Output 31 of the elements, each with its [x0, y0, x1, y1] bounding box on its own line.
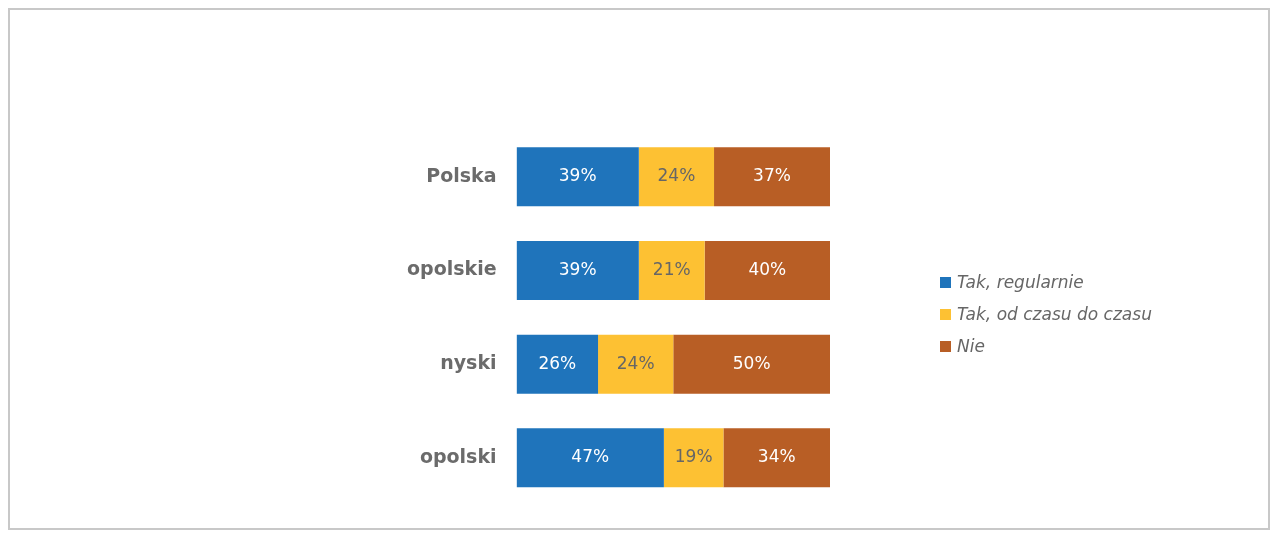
legend-label: Nie	[957, 336, 985, 356]
y-tick-label: opolskie	[406, 257, 497, 280]
y-tick-label: Polska	[426, 163, 497, 186]
bar	[714, 147, 830, 207]
y-tick-label: opolski	[419, 444, 497, 467]
bar	[673, 334, 830, 394]
data-label: 24%	[657, 165, 696, 186]
bar	[638, 147, 715, 207]
bar	[663, 428, 724, 488]
data-label: 40%	[748, 258, 787, 279]
data-label: 21%	[652, 258, 691, 279]
data-label: 34%	[757, 446, 796, 467]
data-label: 50%	[732, 352, 771, 373]
bar	[598, 334, 674, 394]
data-label: 37%	[753, 165, 791, 186]
bar	[516, 147, 639, 207]
bar	[516, 240, 639, 300]
data-label: 26%	[538, 352, 577, 373]
data-label: 39%	[558, 165, 597, 186]
bar	[516, 428, 664, 488]
bar	[704, 240, 830, 300]
data-label: 19%	[674, 446, 713, 467]
bar	[516, 334, 599, 394]
bar	[638, 240, 705, 300]
data-label: 24%	[616, 352, 655, 373]
data-label: 39%	[558, 258, 597, 279]
data-label: 47%	[571, 446, 610, 467]
bar	[723, 428, 830, 488]
legend-label: Tak, regularnie	[957, 272, 1084, 292]
y-tick-label: nyski	[440, 351, 497, 374]
legend-label: Tak, od czasu do czasu	[957, 304, 1152, 324]
